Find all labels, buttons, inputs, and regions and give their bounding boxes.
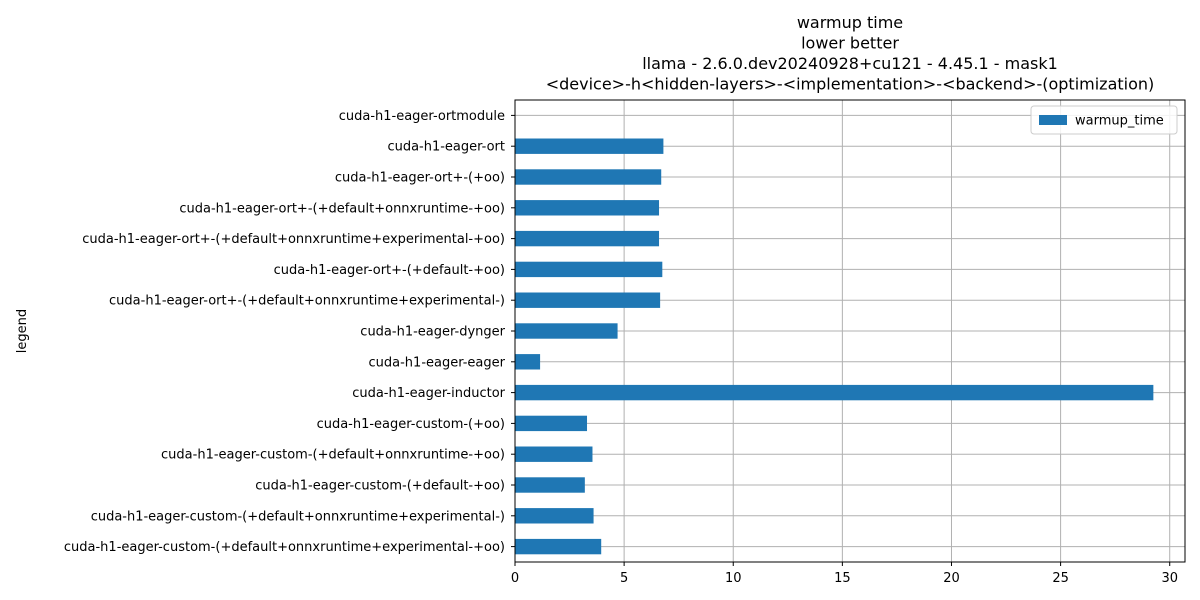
y-tick-label: cuda-h1-eager-custom-(+default+onnxrunti… — [161, 448, 505, 463]
chart-title-line: llama - 2.6.0.dev20240928+cu121 - 4.45.1… — [642, 54, 1058, 73]
y-tick-label: cuda-h1-eager-custom-(+default-+oo) — [255, 479, 505, 494]
bar — [515, 138, 664, 154]
chart-title-line: <device>-h<hidden-layers>-<implementatio… — [546, 75, 1155, 94]
bar — [515, 261, 663, 278]
y-tick-label: cuda-h1-eager-ort+-(+default+onnxruntime… — [109, 294, 505, 309]
bars — [515, 138, 1154, 555]
y-axis-label: legend — [15, 309, 30, 353]
bar — [515, 354, 541, 370]
y-tick-label: cuda-h1-eager-dynger — [360, 325, 505, 340]
chart-title-line: warmup time — [797, 13, 903, 32]
x-tick-label: 5 — [620, 571, 628, 586]
bar — [515, 477, 585, 493]
y-tick-label: cuda-h1-eager-ort+-(+oo) — [335, 171, 505, 186]
legend-box — [1030, 105, 1178, 135]
x-tick-label: 0 — [511, 571, 519, 586]
legend-label: warmup_time — [1075, 114, 1164, 129]
bar — [515, 292, 661, 308]
x-tick-label: 30 — [1161, 571, 1178, 586]
bar — [515, 508, 594, 524]
x-tick-label: 20 — [943, 571, 960, 586]
bar — [515, 323, 618, 339]
y-tick-label: cuda-h1-eager-ort+-(+default+onnxruntime… — [179, 201, 505, 216]
bar — [515, 538, 602, 555]
bar — [515, 169, 662, 185]
x-tick-labels: 0 5 10 15 20 25 30 — [511, 562, 1178, 586]
x-tick-label: 10 — [725, 571, 742, 586]
y-tick-label: cuda-h1-eager-custom-(+default+onnxrunti… — [64, 540, 505, 555]
y-tick-label: cuda-h1-eager-eager — [369, 355, 506, 370]
legend-swatch — [1039, 115, 1067, 125]
y-tick-label: cuda-h1-eager-ort+-(+default-+oo) — [274, 263, 505, 278]
legend: warmup_time — [1030, 105, 1178, 135]
y-tick-label: cuda-h1-eager-ort+-(+default+onnxruntime… — [82, 232, 505, 247]
y-tick-labels: cuda-h1-eager-ortmodule cuda-h1-eager-ort… — [64, 109, 515, 555]
bar — [515, 200, 660, 216]
x-tick-label: 25 — [1052, 571, 1069, 586]
y-tick-label: cuda-h1-eager-ortmodule — [339, 109, 505, 124]
y-tick-label: cuda-h1-eager-ort — [387, 140, 505, 155]
y-tick-label: cuda-h1-eager-custom-(+default+onnxrunti… — [91, 509, 505, 524]
bar — [515, 384, 1154, 401]
bar — [515, 446, 593, 462]
x-tick-label: 15 — [834, 571, 851, 586]
bar — [515, 230, 660, 247]
chart-title-line: lower better — [801, 34, 899, 53]
y-tick-label: cuda-h1-eager-custom-(+oo) — [317, 417, 505, 432]
bar — [515, 415, 588, 432]
y-tick-label: cuda-h1-eager-inductor — [352, 386, 505, 401]
